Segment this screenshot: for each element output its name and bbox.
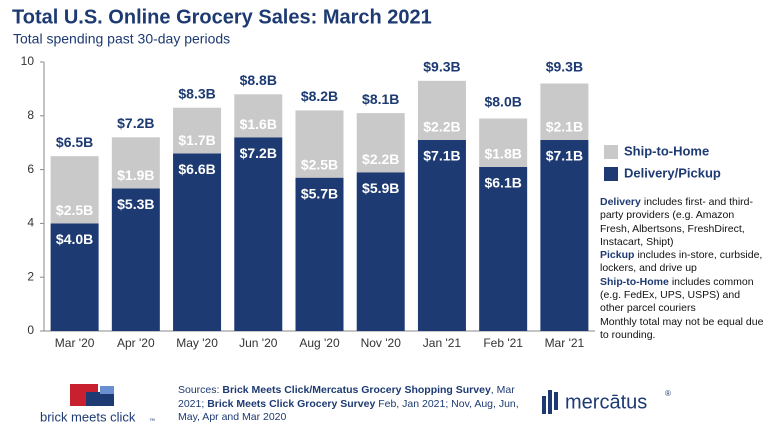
- value-label: $7.1B: [546, 148, 583, 164]
- y-tick-label: 4: [27, 216, 34, 230]
- logo-shape: [86, 392, 114, 406]
- bar-segment: [356, 113, 405, 173]
- x-tick-label: Apr '20: [117, 336, 155, 350]
- total-label: $6.5B: [56, 134, 93, 150]
- bar-segment: [50, 156, 99, 224]
- total-label: $8.2B: [301, 88, 338, 104]
- note-term: Delivery: [600, 196, 641, 208]
- x-tick-label: Feb '21: [483, 336, 523, 350]
- logo-shape: [100, 386, 114, 394]
- source-text: Feb, Jan 2021; Nov, Aug, Jun, May, Apr a…: [178, 397, 519, 424]
- value-label: $2.5B: [301, 156, 338, 172]
- bar-segment: [540, 83, 589, 141]
- source-text: Sources:: [178, 384, 223, 396]
- note: Delivery includes first- and third-party …: [600, 196, 765, 249]
- y-tick-label: 2: [27, 269, 34, 283]
- logo-mark: ™: [149, 418, 155, 425]
- bar-segment: [540, 140, 589, 331]
- x-tick-label: Aug '20: [299, 336, 340, 350]
- total-label: $8.8B: [240, 72, 277, 88]
- left-logo: brick meets click ™: [40, 384, 155, 425]
- value-label: $6.6B: [178, 161, 215, 177]
- value-label: $5.3B: [117, 196, 154, 212]
- logo-shape: [542, 396, 546, 414]
- note-text: includes common (e.g. FedEx, UPS, USPS) …: [600, 275, 754, 315]
- x-tick-label: Mar '21: [545, 336, 585, 350]
- legend-label: Ship-to-Home: [624, 143, 709, 158]
- total-label: $9.3B: [423, 59, 460, 75]
- total-label: $8.1B: [362, 91, 399, 107]
- bar-segment: [234, 137, 283, 331]
- logo-shape: [554, 392, 558, 410]
- bar-segment: [295, 177, 344, 331]
- value-label: $2.1B: [546, 119, 583, 135]
- value-label: $7.1B: [423, 148, 460, 164]
- value-label: $2.5B: [56, 202, 93, 218]
- note-text: includes in-store, curbside, lockers, an…: [600, 249, 763, 275]
- bar-segment: [417, 140, 466, 331]
- bar-segment: [295, 110, 344, 178]
- note-text: Monthly total may not be equal due to ro…: [600, 315, 764, 341]
- value-label: $6.1B: [484, 175, 521, 191]
- note: Ship-to-Home includes common (e.g. FedEx,…: [600, 276, 765, 316]
- value-label: $1.7B: [178, 132, 215, 148]
- source-text: Brick Meets Click/Mercatus Grocery Shopp…: [222, 384, 491, 396]
- value-label: $2.2B: [362, 151, 399, 167]
- note-term: Pickup: [600, 249, 635, 262]
- legend-swatch: [604, 167, 618, 181]
- value-label: $7.2B: [240, 145, 277, 161]
- y-tick-label: 6: [27, 162, 34, 176]
- bar-segment: [479, 118, 528, 167]
- value-label: $1.6B: [240, 116, 277, 132]
- bar-segment: [417, 80, 466, 141]
- value-label: $1.9B: [117, 167, 154, 183]
- bar-segment: [356, 172, 405, 331]
- note-text: includes first- and third-party provider…: [600, 196, 754, 248]
- x-tick-label: Jun '20: [239, 336, 278, 350]
- x-tick-label: Nov '20: [361, 336, 402, 350]
- bar-segment: [479, 166, 528, 331]
- y-tick-label: 8: [27, 108, 34, 122]
- x-tick-label: May '20: [176, 336, 218, 350]
- note: Monthly total may not be equal due to ro…: [600, 316, 765, 343]
- source-text: Brick Meets Click Grocery Survey: [207, 397, 376, 410]
- legend-label: Delivery/Pickup: [624, 165, 721, 180]
- bar-segment: [173, 153, 222, 331]
- value-label: $5.7B: [301, 185, 338, 201]
- total-label: $8.3B: [178, 85, 215, 101]
- bar-segment: [173, 107, 222, 154]
- legend-swatch: [604, 145, 618, 159]
- logo-mark: ®: [665, 389, 671, 398]
- bar-segment: [111, 188, 160, 331]
- value-label: $2.2B: [423, 119, 460, 135]
- note-term: Ship-to-Home: [600, 275, 669, 288]
- total-label: $7.2B: [117, 115, 154, 131]
- x-tick-label: Jan '21: [423, 336, 462, 350]
- value-label: $1.8B: [484, 146, 521, 162]
- logo-text: mercātus: [565, 391, 647, 413]
- value-label: $4.0B: [56, 231, 93, 247]
- notes: Delivery includes first- and third-party …: [600, 196, 765, 342]
- value-label: $5.9B: [362, 180, 399, 196]
- bar-segment: [111, 137, 160, 189]
- y-tick-label: 0: [27, 323, 34, 337]
- total-label: $9.3B: [546, 59, 583, 75]
- total-label: $8.0B: [484, 94, 521, 110]
- logo-shape: [548, 390, 552, 414]
- source-text: , Mar 2021;: [178, 384, 515, 410]
- logo-text: brick meets click: [40, 409, 136, 424]
- sources: Sources: Brick Meets Click/Mercatus Groc…: [178, 384, 523, 425]
- chart-subtitle: Total spending past 30-day periods: [13, 31, 230, 47]
- note: Pickup includes in-store, curbside, locke…: [600, 249, 765, 276]
- right-logo: mercātus ®: [542, 389, 671, 414]
- y-tick-label: 10: [21, 54, 35, 68]
- bar-segment: [234, 94, 283, 138]
- chart-title: Total U.S. Online Grocery Sales: March 2…: [12, 6, 432, 28]
- bar-segment: [50, 223, 99, 331]
- x-tick-label: Mar '20: [55, 336, 95, 350]
